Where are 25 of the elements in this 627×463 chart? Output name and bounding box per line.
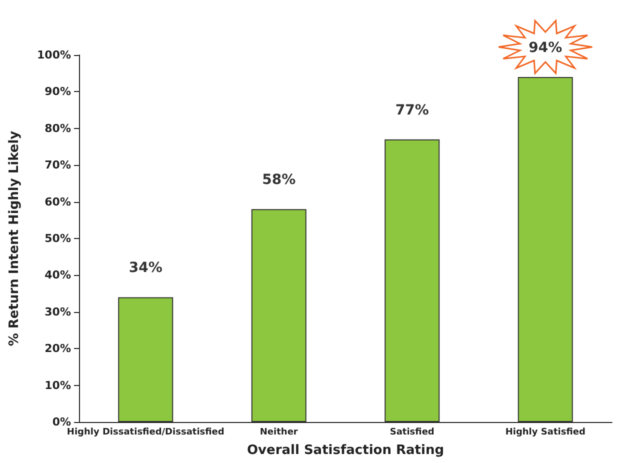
bar [251, 209, 306, 422]
x-tick-label: Satisfied [390, 428, 434, 438]
data-label: 94% [528, 40, 562, 56]
bar [384, 139, 440, 422]
y-tick-label: 30% [44, 305, 71, 318]
y-tick-label: 20% [44, 342, 71, 356]
data-label: 77% [395, 102, 429, 118]
x-tick-label: Neither [260, 428, 298, 438]
y-tick-label: 80% [44, 122, 71, 135]
bar [518, 77, 573, 422]
y-tick-label: 90% [44, 85, 71, 98]
bar [118, 297, 174, 422]
x-tick-label: Highly Dissatisfied/Dissatisfied [66, 428, 224, 438]
x-tick-label: Highly Satisfied [505, 428, 586, 438]
y-tick-label: 0% [52, 416, 71, 428]
y-tick-label: 50% [44, 232, 71, 245]
y-tick-label: 60% [44, 195, 71, 208]
y-axis-title: % Return Intent Highly Likely [7, 130, 22, 346]
y-tick-label: 70% [44, 158, 71, 172]
y-tick-label: 100% [37, 48, 71, 62]
y-tick-label: 10% [44, 378, 71, 392]
data-label: 58% [262, 172, 296, 188]
data-label: 34% [128, 260, 162, 276]
x-axis-title: Overall Satisfaction Rating [246, 443, 444, 458]
y-tick-label: 40% [44, 268, 71, 282]
